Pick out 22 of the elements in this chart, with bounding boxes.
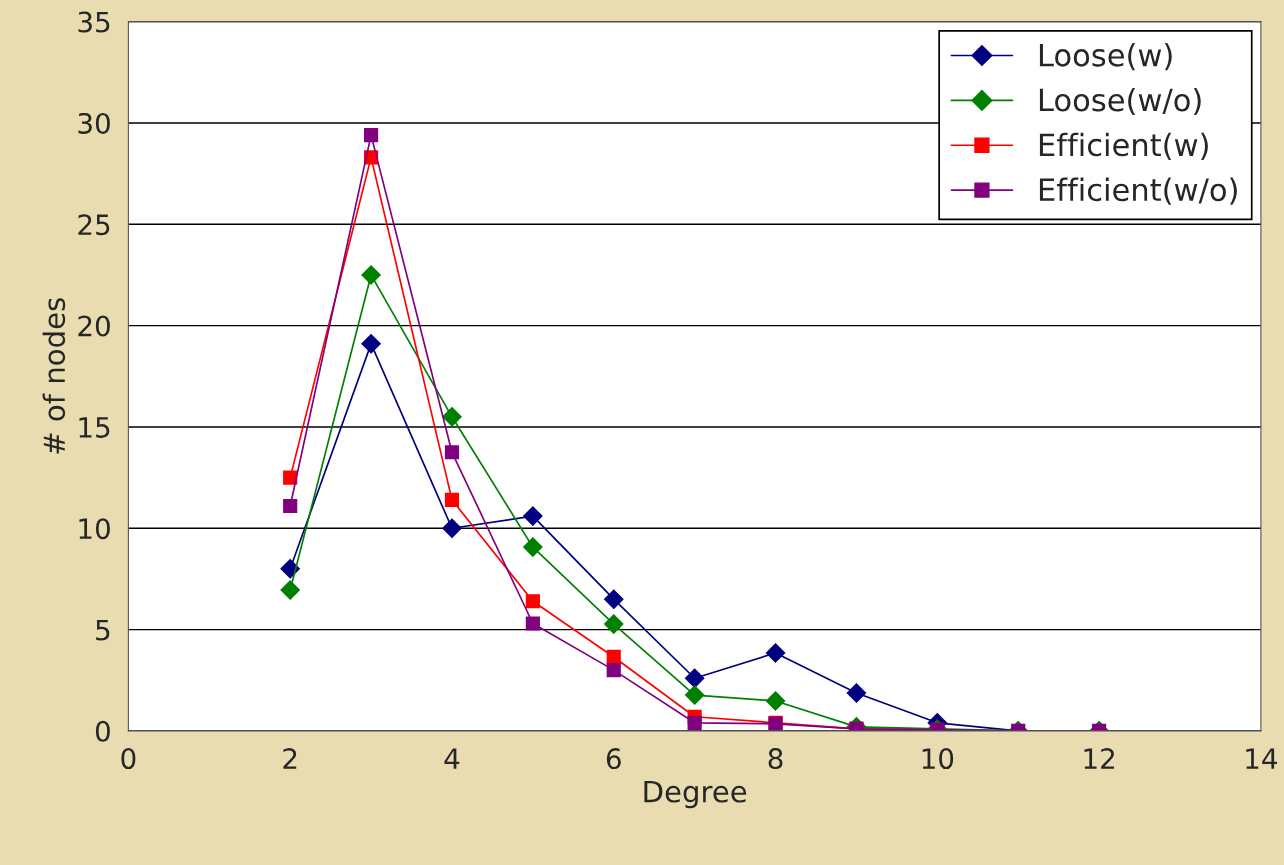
x-tick-label: 14 <box>1246 748 1277 769</box>
y-tick-label: 30 <box>78 112 110 134</box>
legend-label: Efficient(w) <box>1039 132 1208 160</box>
x-axis-title: Degree <box>644 780 747 809</box>
x-tick-label: 6 <box>606 748 621 770</box>
x-tick-label: 0 <box>121 748 136 770</box>
y-tick-label: 25 <box>78 214 110 236</box>
x-tick-label: 10 <box>922 748 954 770</box>
legend-label: Loose(w) <box>1039 43 1172 71</box>
legend-label: Efficient(w/o) <box>1039 177 1237 205</box>
y-tick-label: 5 <box>96 619 110 641</box>
y-axis-title: # of nodes <box>42 298 66 454</box>
x-tick-label: 8 <box>768 748 783 770</box>
y-tick-label: 10 <box>79 518 110 540</box>
x-tick-label: 12 <box>1084 748 1114 769</box>
x-tick-label: 2 <box>283 748 297 769</box>
y-tick-label: 20 <box>78 315 110 337</box>
y-tick-label: 35 <box>78 11 110 33</box>
y-tick-label: 15 <box>79 417 110 438</box>
y-tick-label: 0 <box>95 720 110 742</box>
legend-label: Loose(w/o) <box>1039 87 1201 116</box>
x-tick-label: 4 <box>444 748 460 769</box>
